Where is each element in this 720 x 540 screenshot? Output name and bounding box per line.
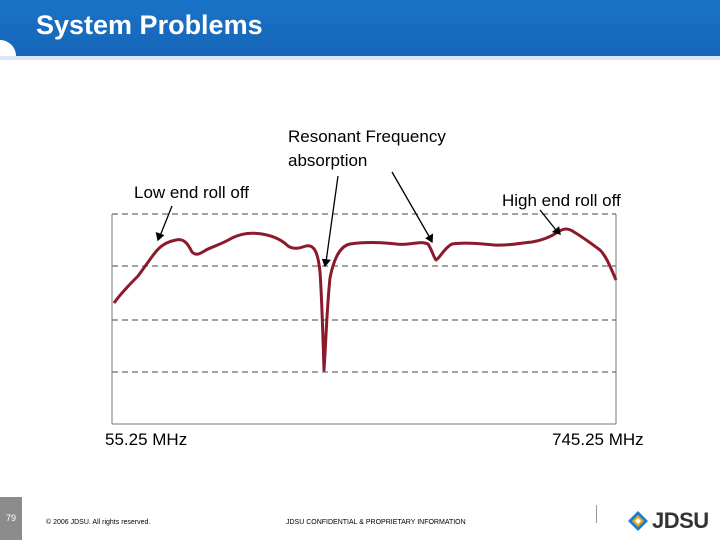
resonant-pointer-left: [325, 175, 339, 263]
spectrum-plot: [111, 171, 618, 425]
resonant-right-arrowhead: [425, 233, 434, 244]
resonant-label-line1: Resonant Frequency: [288, 127, 446, 146]
resonant-pointer-right: [391, 171, 431, 239]
slide-title: System Problems: [36, 10, 263, 40]
high-end-pointer: [539, 209, 557, 231]
resonant-left-arrowhead: [321, 258, 331, 268]
spectrum-trace: [112, 227, 618, 372]
axis-start-label: 55.25 MHz: [105, 430, 188, 449]
footer-divider: [596, 505, 597, 523]
jdsu-logo-text: JDSU: [652, 508, 709, 533]
title-bar-rule: [0, 56, 720, 60]
footer: 79 © 2006 JDSU. All rights reserved. JDS…: [0, 497, 720, 540]
axis-end-label: 745.25 MHz: [552, 430, 644, 449]
page-number: 79: [0, 497, 22, 540]
low-end-arrowhead: [155, 231, 165, 242]
high-end-label: High end roll off: [502, 191, 621, 210]
resonant-label-line2: absorption: [288, 151, 368, 170]
title-bar: [0, 0, 720, 56]
high-end-arrowhead: [551, 226, 561, 235]
copyright-text: © 2006 JDSU. All rights reserved.: [46, 519, 151, 526]
low-end-pointer: [159, 205, 173, 237]
confidential-text: JDSU CONFIDENTIAL & PROPRIETARY INFORMAT…: [286, 519, 466, 526]
low-end-label: Low end roll off: [134, 183, 249, 202]
jdsu-logo-icon: [628, 511, 648, 531]
